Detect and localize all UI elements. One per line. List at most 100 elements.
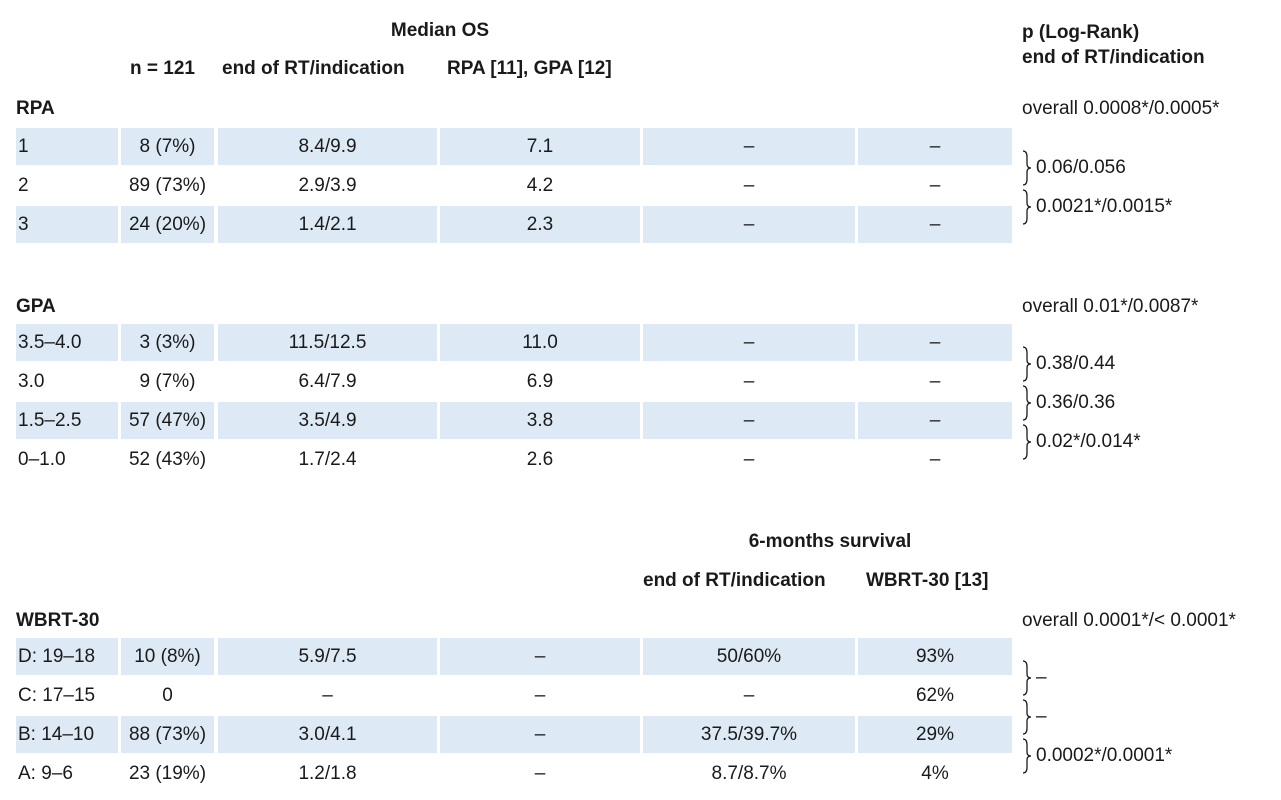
gpa-cell-os: 6.4/7.9 xyxy=(298,371,357,392)
brace-icon xyxy=(1022,699,1032,735)
rpa-title: RPA xyxy=(16,98,55,119)
brace-icon xyxy=(1022,424,1032,460)
rpa-cell-os: 1.4/2.1 xyxy=(298,214,357,235)
gpa-cell-n: 9 (7%) xyxy=(139,371,196,392)
wbrt-cell-n: 88 (73%) xyxy=(128,724,207,745)
row-shade xyxy=(440,324,640,361)
row-shade xyxy=(16,206,118,243)
rpa-cell-n: 8 (7%) xyxy=(139,136,196,157)
row-shade xyxy=(858,206,1012,243)
wbrt-cell-ref: – xyxy=(534,763,546,784)
row-shade xyxy=(121,206,214,243)
row-shade xyxy=(643,716,855,753)
rpa-cell-label: 3 xyxy=(18,214,29,235)
row-shade xyxy=(218,638,437,675)
gpa-cell-s6: – xyxy=(743,449,755,470)
wbrt-pval: – xyxy=(1036,667,1047,688)
row-shade xyxy=(16,402,118,439)
row-shade xyxy=(858,128,1012,165)
rpa-cell-s6ref: – xyxy=(929,136,941,157)
gpa-cell-n: 57 (47%) xyxy=(128,410,207,431)
wbrt-cell-ref: – xyxy=(534,724,546,745)
rpa-cell-ref: 2.3 xyxy=(526,214,554,235)
row-shade xyxy=(218,716,437,753)
wbrt-cell-ref: – xyxy=(534,685,546,706)
gpa-cell-label: 0–1.0 xyxy=(18,449,66,470)
wbrt-cell-s6ref: 4% xyxy=(921,763,949,784)
row-shade xyxy=(643,324,855,361)
rpa-cell-os: 8.4/9.9 xyxy=(298,136,357,157)
rpa-cell-os: 2.9/3.9 xyxy=(298,175,357,196)
row-shade xyxy=(643,402,855,439)
rpa-cell-ref: 7.1 xyxy=(526,136,554,157)
wbrt-cell-os: 1.2/1.8 xyxy=(298,763,357,784)
wbrt-cell-s6: 8.7/8.7% xyxy=(711,763,787,784)
median-os-header: Median OS xyxy=(390,20,490,41)
gpa-cell-ref: 11.0 xyxy=(522,332,558,353)
gpa-cell-ref: 3.8 xyxy=(526,410,554,431)
brace-icon xyxy=(1022,150,1032,186)
row-shade xyxy=(643,128,855,165)
wbrt-cell-label: B: 14–10 xyxy=(18,724,95,745)
wbrt-cell-n: 0 xyxy=(162,685,173,706)
wbrt-cell-os: 3.0/4.1 xyxy=(298,724,357,745)
end-rt-header: end of RT/indication xyxy=(222,58,405,79)
gpa-cell-label: 1.5–2.5 xyxy=(18,410,82,431)
row-shade xyxy=(121,402,214,439)
wbrt-cell-n: 10 (8%) xyxy=(134,646,201,667)
wbrt-pval: – xyxy=(1036,706,1047,727)
row-shade xyxy=(440,716,640,753)
gpa-cell-os: 3.5/4.9 xyxy=(298,410,357,431)
wbrt-pval: 0.0002*/0.0001* xyxy=(1036,745,1173,766)
row-shade xyxy=(643,206,855,243)
gpa-cell-ref: 6.9 xyxy=(526,371,554,392)
row-shade xyxy=(121,128,214,165)
row-shade xyxy=(858,638,1012,675)
row-shade xyxy=(218,402,437,439)
row-shade xyxy=(218,128,437,165)
wbrt-cell-ref: – xyxy=(534,646,546,667)
gpa-pval: 0.38/0.44 xyxy=(1036,353,1116,374)
rpa-pval: 0.0021*/0.0015* xyxy=(1036,196,1173,217)
row-shade xyxy=(218,324,437,361)
wbrt-cell-s6: – xyxy=(743,685,755,706)
six-end-rt-header: end of RT/indication xyxy=(643,570,826,591)
rpa-cell-s6ref: – xyxy=(929,214,941,235)
gpa-cell-s6: – xyxy=(743,332,755,353)
wbrt-cell-os: 5.9/7.5 xyxy=(298,646,357,667)
wbrt-cell-label: A: 9–6 xyxy=(18,763,73,784)
row-shade xyxy=(121,716,214,753)
rpa-cell-ref: 4.2 xyxy=(526,175,554,196)
rpa-overall-p: overall 0.0008*/0.0005* xyxy=(1022,98,1220,119)
gpa-cell-n: 52 (43%) xyxy=(128,449,207,470)
row-shade xyxy=(16,638,118,675)
wbrt-cell-s6: 50/60% xyxy=(716,646,782,667)
wbrt-title: WBRT-30 xyxy=(16,610,100,631)
rpa-cell-s6: – xyxy=(743,175,755,196)
row-shade xyxy=(121,324,214,361)
brace-icon xyxy=(1022,738,1032,774)
rpa-cell-s6: – xyxy=(743,214,755,235)
wbrt-cell-s6ref: 93% xyxy=(915,646,955,667)
gpa-cell-os: 1.7/2.4 xyxy=(298,449,357,470)
wbrt-cell-s6ref: 62% xyxy=(915,685,955,706)
rpa-cell-n: 89 (73%) xyxy=(128,175,207,196)
row-shade xyxy=(440,128,640,165)
rpa-gpa-ref-header: RPA [11], GPA [12] xyxy=(447,58,612,79)
gpa-cell-label: 3.0 xyxy=(18,371,45,392)
rpa-cell-n: 24 (20%) xyxy=(128,214,207,235)
wbrt-overall-p: overall 0.0001*/< 0.0001* xyxy=(1022,610,1236,631)
row-shade xyxy=(16,716,118,753)
gpa-pval: 0.36/0.36 xyxy=(1036,392,1116,413)
gpa-cell-s6ref: – xyxy=(929,332,941,353)
row-shade xyxy=(440,206,640,243)
wbrt-cell-s6: 37.5/39.7% xyxy=(700,724,798,745)
row-shade xyxy=(858,716,1012,753)
wbrt-ref-header: WBRT-30 [13] xyxy=(866,570,989,591)
row-shade xyxy=(440,638,640,675)
p-logrank-header: p (Log-Rank) xyxy=(1022,22,1140,43)
gpa-cell-s6ref: – xyxy=(929,410,941,431)
rpa-cell-s6: – xyxy=(743,136,755,157)
row-shade xyxy=(16,324,118,361)
wbrt-cell-n: 23 (19%) xyxy=(128,763,207,784)
